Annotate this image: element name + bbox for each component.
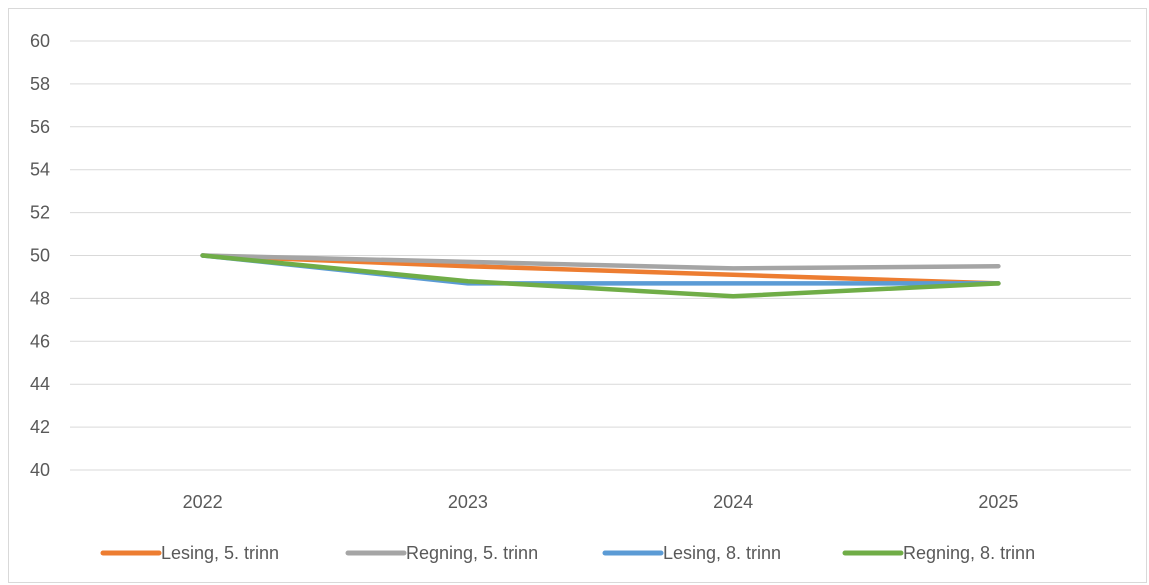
y-tick-label: 56 <box>30 117 50 137</box>
y-tick-label: 58 <box>30 74 50 94</box>
y-tick-label: 42 <box>30 417 50 437</box>
y-tick-label: 54 <box>30 160 50 180</box>
y-tick-label: 52 <box>30 203 50 223</box>
y-tick-label: 40 <box>30 460 50 480</box>
grid-lines <box>70 40 1131 471</box>
x-tick-label: 2022 <box>183 492 223 512</box>
legend-label: Lesing, 8. trinn <box>663 543 781 563</box>
y-axis-ticks: 40 42 44 46 48 50 52 54 56 58 60 <box>30 31 50 480</box>
series-line-4 <box>200 253 1001 299</box>
y-tick-label: 48 <box>30 288 50 308</box>
x-tick-label: 2024 <box>713 492 753 512</box>
y-tick-label: 44 <box>30 374 50 394</box>
chart-frame <box>8 8 1147 583</box>
legend-label: Regning, 5. trinn <box>406 543 538 563</box>
y-tick-label: 50 <box>30 246 50 266</box>
series-lines <box>200 253 1001 299</box>
x-tick-label: 2023 <box>448 492 488 512</box>
y-tick-label: 60 <box>30 31 50 51</box>
legend-label: Lesing, 5. trinn <box>161 543 279 563</box>
legend-label: Regning, 8. trinn <box>903 543 1035 563</box>
series-line-2 <box>200 253 1001 271</box>
x-axis-ticks: 2022 2023 2024 2025 <box>183 492 1019 512</box>
legend: Lesing, 5. trinn Regning, 5. trinn Lesing,… <box>100 543 1035 563</box>
y-tick-label: 46 <box>30 331 50 351</box>
x-tick-label: 2025 <box>978 492 1018 512</box>
